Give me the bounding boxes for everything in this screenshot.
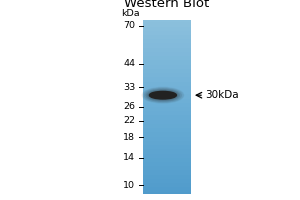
Text: 44: 44 bbox=[123, 59, 135, 68]
Ellipse shape bbox=[148, 90, 178, 100]
Text: 33: 33 bbox=[123, 83, 135, 92]
Ellipse shape bbox=[144, 88, 182, 102]
Text: 22: 22 bbox=[123, 116, 135, 125]
Text: 14: 14 bbox=[123, 153, 135, 162]
Ellipse shape bbox=[142, 87, 184, 103]
Ellipse shape bbox=[149, 91, 176, 99]
Text: Western Blot: Western Blot bbox=[124, 0, 209, 10]
Text: 18: 18 bbox=[123, 133, 135, 142]
Ellipse shape bbox=[146, 89, 180, 101]
Text: kDa: kDa bbox=[121, 9, 140, 18]
Text: 26: 26 bbox=[123, 102, 135, 111]
Text: 30kDa: 30kDa bbox=[206, 90, 239, 100]
Text: 70: 70 bbox=[123, 21, 135, 30]
Text: 10: 10 bbox=[123, 181, 135, 190]
